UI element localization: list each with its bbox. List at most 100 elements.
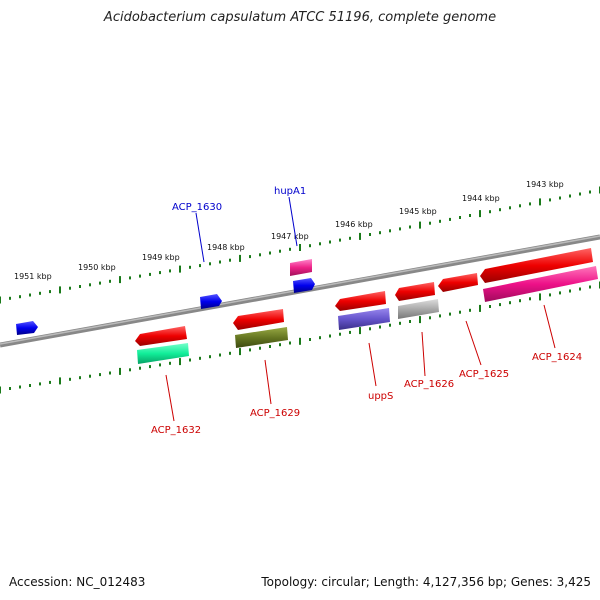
major-tick bbox=[299, 244, 301, 251]
major-tick bbox=[359, 232, 361, 240]
gene-arrow-acp1630[interactable] bbox=[200, 294, 222, 309]
function-box-acp1629 bbox=[235, 327, 288, 348]
minor-tick bbox=[39, 291, 41, 295]
minor-tick bbox=[389, 229, 391, 233]
minor-tick bbox=[89, 374, 91, 378]
gene-features bbox=[16, 248, 598, 364]
kbp-label: 1947 kbp bbox=[271, 232, 309, 241]
minor-tick bbox=[279, 343, 281, 347]
kbp-label: 1943 kbp bbox=[526, 180, 564, 189]
gene-label-upps[interactable]: uppS bbox=[368, 391, 393, 402]
minor-tick bbox=[589, 190, 591, 194]
gene-arrow-acp1632[interactable] bbox=[135, 326, 187, 346]
minor-tick bbox=[139, 366, 141, 370]
minor-tick bbox=[29, 384, 31, 387]
minor-tick bbox=[579, 287, 581, 291]
minor-tick bbox=[199, 264, 201, 268]
gene-arrow-acp1624[interactable] bbox=[480, 248, 593, 283]
gene-label-acp1624[interactable]: ACP_1624 bbox=[532, 352, 582, 363]
minor-tick bbox=[89, 283, 91, 287]
gene-arrow-hupa1[interactable] bbox=[293, 278, 315, 293]
minor-tick bbox=[49, 290, 51, 294]
minor-tick bbox=[559, 196, 561, 200]
minor-tick bbox=[449, 217, 451, 221]
kbp-label: 1948 kbp bbox=[207, 243, 245, 252]
minor-tick bbox=[389, 323, 391, 327]
minor-tick bbox=[369, 233, 371, 236]
minor-tick bbox=[19, 385, 21, 389]
minor-tick bbox=[259, 253, 261, 257]
minor-tick bbox=[519, 299, 521, 303]
major-tick bbox=[179, 358, 181, 366]
minor-tick bbox=[249, 348, 251, 352]
gene-arrow-acp1629[interactable] bbox=[233, 309, 284, 330]
minor-tick bbox=[399, 321, 401, 325]
kbp-label: 1945 kbp bbox=[399, 207, 437, 216]
kbp-label: 1950 kbp bbox=[78, 263, 116, 272]
gene-labels: ACP_1630 hupA1 ACP_1632 ACP_1629 uppS AC… bbox=[151, 186, 582, 436]
minor-tick bbox=[289, 341, 291, 345]
minor-tick bbox=[259, 346, 261, 350]
minor-tick bbox=[219, 260, 221, 264]
minor-tick bbox=[129, 368, 131, 372]
minor-tick bbox=[459, 216, 461, 219]
minor-tick bbox=[439, 314, 441, 318]
minor-tick bbox=[269, 251, 271, 255]
minor-tick bbox=[339, 332, 341, 336]
gene-label-acp1629[interactable]: ACP_1629 bbox=[250, 408, 300, 419]
gene-label-acp1625[interactable]: ACP_1625 bbox=[459, 369, 509, 380]
minor-tick bbox=[229, 351, 231, 355]
minor-tick bbox=[439, 219, 441, 223]
minor-tick bbox=[129, 276, 131, 280]
minor-tick bbox=[209, 262, 211, 266]
minor-tick bbox=[509, 301, 511, 305]
major-tick bbox=[419, 316, 421, 324]
gene-arrow-acp1626[interactable] bbox=[395, 282, 435, 301]
gene-label-acp1626[interactable]: ACP_1626 bbox=[404, 379, 454, 390]
minor-tick bbox=[269, 345, 271, 348]
minor-tick bbox=[329, 334, 331, 338]
minor-tick bbox=[99, 373, 101, 377]
minor-tick bbox=[369, 327, 371, 331]
gene-label-acp1630[interactable]: ACP_1630 bbox=[172, 202, 222, 213]
minor-tick bbox=[429, 221, 431, 225]
minor-tick bbox=[249, 255, 251, 259]
major-tick bbox=[0, 296, 1, 304]
minor-tick bbox=[169, 361, 171, 365]
minor-tick bbox=[149, 272, 151, 276]
minor-tick bbox=[309, 244, 311, 248]
minor-tick bbox=[349, 236, 351, 240]
label-leaders bbox=[165, 196, 556, 422]
minor-tick bbox=[189, 358, 191, 362]
minor-tick bbox=[199, 356, 201, 360]
major-tick bbox=[119, 367, 121, 375]
minor-tick bbox=[69, 377, 71, 381]
minor-tick bbox=[289, 247, 291, 251]
minor-tick bbox=[569, 289, 571, 293]
minor-tick bbox=[219, 353, 221, 357]
gene-arrow[interactable] bbox=[16, 321, 38, 335]
minor-tick bbox=[319, 242, 321, 246]
minor-tick bbox=[349, 330, 351, 334]
gene-arrow-upps[interactable] bbox=[335, 291, 386, 311]
lower-tick-track bbox=[0, 281, 600, 394]
minor-tick bbox=[529, 297, 531, 301]
minor-tick bbox=[489, 305, 491, 308]
kbp-labels: 1951 kbp 1950 kbp 1949 kbp 1948 kbp 1947… bbox=[14, 180, 564, 281]
minor-tick bbox=[529, 202, 531, 206]
kbp-label: 1946 kbp bbox=[335, 220, 373, 229]
minor-tick bbox=[579, 192, 581, 196]
gene-arrow-acp1625[interactable] bbox=[438, 273, 478, 292]
major-tick bbox=[239, 348, 241, 356]
major-tick bbox=[119, 276, 121, 284]
minor-tick bbox=[569, 194, 571, 198]
minor-tick bbox=[499, 208, 501, 212]
minor-tick bbox=[229, 258, 231, 262]
major-tick bbox=[179, 265, 181, 273]
minor-tick bbox=[509, 206, 511, 210]
major-tick bbox=[299, 337, 301, 345]
gene-label-hupa1[interactable]: hupA1 bbox=[274, 186, 306, 197]
minor-tick bbox=[79, 285, 81, 288]
major-tick bbox=[359, 327, 361, 335]
gene-label-acp1632[interactable]: ACP_1632 bbox=[151, 425, 201, 436]
